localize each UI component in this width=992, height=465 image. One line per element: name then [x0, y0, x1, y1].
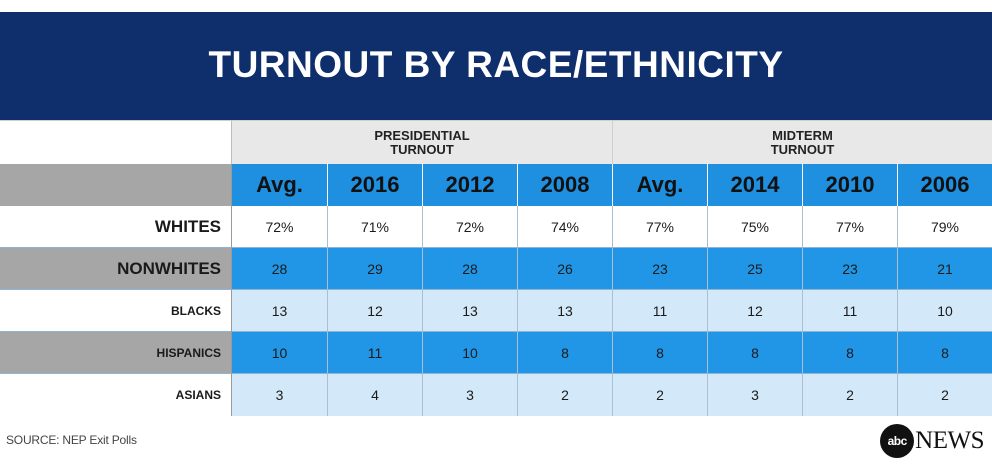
table-cell: 79%	[898, 206, 992, 248]
group-header-presidential: PRESIDENTIAL TURNOUT	[232, 120, 613, 164]
group-label-line1: MIDTERM	[772, 127, 833, 143]
table-cell: 28	[232, 248, 328, 290]
table-cell: 10	[423, 332, 518, 374]
source-note: SOURCE: NEP Exit Polls	[6, 433, 137, 447]
table-cell: 13	[232, 290, 328, 332]
table-cell: 74%	[518, 206, 613, 248]
column-header: 2010	[803, 164, 898, 206]
table-cell: 8	[898, 332, 992, 374]
table-cell: 77%	[613, 206, 708, 248]
table-cell: 8	[708, 332, 803, 374]
chart-title: TURNOUT BY RACE/ETHNICITY	[208, 44, 784, 85]
table-cell: 13	[423, 290, 518, 332]
row-label-hispanics: HISPANICS	[0, 332, 232, 374]
table-cell: 10	[898, 290, 992, 332]
table-cell: 12	[328, 290, 423, 332]
row-label-whites: WHITES	[0, 206, 232, 248]
year-row-blank	[0, 164, 232, 206]
table-cell: 77%	[803, 206, 898, 248]
column-header: 2012	[423, 164, 518, 206]
title-banner: TURNOUT BY RACE/ETHNICITY	[0, 12, 992, 120]
table-cell: 11	[803, 290, 898, 332]
column-header: 2014	[708, 164, 803, 206]
table-cell: 3	[708, 374, 803, 416]
table-cell: 75%	[708, 206, 803, 248]
table-cell: 3	[232, 374, 328, 416]
table-cell: 28	[423, 248, 518, 290]
abc-logo-icon: abc	[880, 424, 915, 458]
table-cell: 72%	[423, 206, 518, 248]
table-cell: 8	[518, 332, 613, 374]
table-cell: 23	[613, 248, 708, 290]
column-header: Avg.	[232, 164, 328, 206]
column-header: 2006	[898, 164, 992, 206]
column-header: 2008	[518, 164, 613, 206]
row-label-blacks: BLACKS	[0, 290, 232, 332]
corner-blank	[0, 120, 232, 164]
table-cell: 2	[803, 374, 898, 416]
column-header: 2016	[328, 164, 423, 206]
table-cell: 8	[803, 332, 898, 374]
table-cell: 11	[613, 290, 708, 332]
group-label-line2: TURNOUT	[770, 141, 835, 157]
logo-news-text: NEWS	[915, 427, 984, 454]
table-cell: 2	[898, 374, 992, 416]
group-label-line2: TURNOUT	[390, 141, 454, 157]
table-cell: 26	[518, 248, 613, 290]
group-label-line1: PRESIDENTIAL	[374, 127, 470, 143]
row-label-nonwhites: NONWHITES	[0, 248, 232, 290]
table-cell: 2	[518, 374, 613, 416]
abc-news-logo: abc NEWS	[880, 424, 984, 458]
table-cell: 72%	[232, 206, 328, 248]
table-cell: 13	[518, 290, 613, 332]
table-cell: 2	[613, 374, 708, 416]
turnout-table: PRESIDENTIAL TURNOUT MIDTERM TURNOUT Avg…	[0, 120, 992, 416]
table-cell: 12	[708, 290, 803, 332]
table-cell: 11	[328, 332, 423, 374]
table-cell: 8	[613, 332, 708, 374]
table-cell: 10	[232, 332, 328, 374]
table-cell: 71%	[328, 206, 423, 248]
table-cell: 25	[708, 248, 803, 290]
table-cell: 23	[803, 248, 898, 290]
table-cell: 21	[898, 248, 992, 290]
row-label-asians: ASIANS	[0, 374, 232, 416]
table-cell: 3	[423, 374, 518, 416]
column-header: Avg.	[613, 164, 708, 206]
table-cell: 4	[328, 374, 423, 416]
table-cell: 29	[328, 248, 423, 290]
group-header-midterm: MIDTERM TURNOUT	[613, 120, 992, 164]
